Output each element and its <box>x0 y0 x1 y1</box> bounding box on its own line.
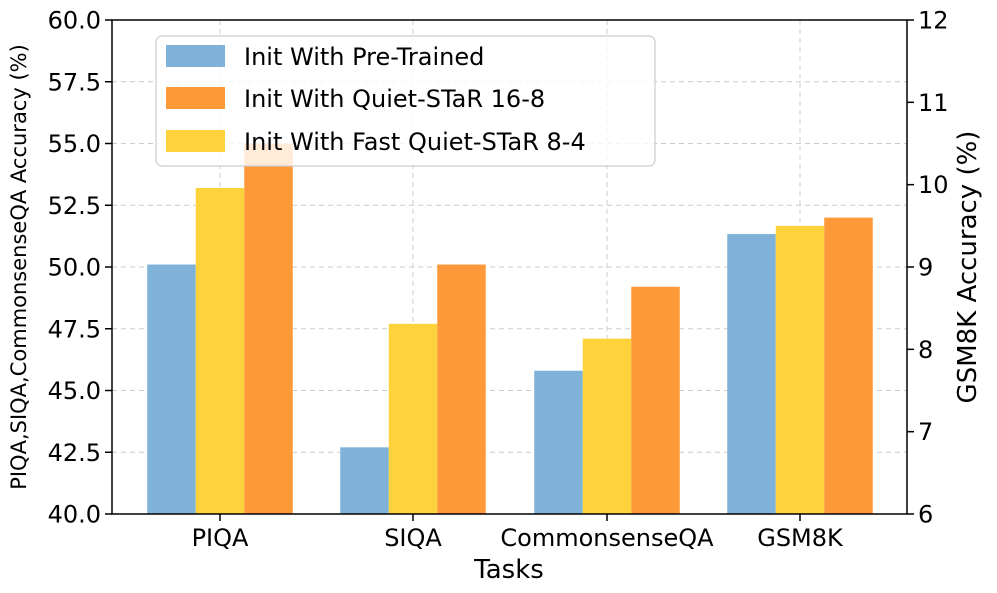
bar-init-with-quiet-star-16-8-gsm8k <box>824 217 873 514</box>
bar-init-with-pre-trained-commonsenseqa <box>534 370 583 514</box>
x-tick-label: PIQA <box>192 524 249 552</box>
bar-init-with-pre-trained-gsm8k <box>727 234 776 515</box>
bar-init-with-quiet-star-16-8-siqa <box>437 264 486 514</box>
y-left-tick-label: 42.5 <box>48 439 101 467</box>
y-left-tick-label: 60.0 <box>48 7 101 35</box>
bar-init-with-pre-trained-piqa <box>147 264 196 514</box>
y-left-tick-label: 47.5 <box>48 315 101 343</box>
y-left-tick-label: 40.0 <box>48 501 101 529</box>
y-right-tick-label: 8 <box>918 336 933 364</box>
x-axis-title: Tasks <box>473 555 544 585</box>
y-left-tick-label: 52.5 <box>48 192 101 220</box>
y-right-tick-label: 6 <box>918 501 933 529</box>
legend-swatch-fast-quiet-star-8-4 <box>166 130 225 152</box>
x-tick-label: GSM8K <box>757 524 844 552</box>
bar-init-with-fast-quiet-star-8-4-gsm8k <box>775 225 825 515</box>
y-right-tick-label: 12 <box>918 7 949 35</box>
bar-init-with-fast-quiet-star-8-4-commonsenseqa <box>582 338 632 514</box>
y-right-tick-label: 10 <box>918 171 949 199</box>
bar-init-with-quiet-star-16-8-piqa <box>244 143 293 514</box>
y-left-tick-label: 50.0 <box>48 254 101 282</box>
bars-layer <box>147 143 873 515</box>
y-left-tick-label: 57.5 <box>48 68 101 96</box>
bar-init-with-fast-quiet-star-8-4-piqa <box>195 187 245 514</box>
y-right-tick-label: 11 <box>918 89 949 117</box>
y-axis-left-title: PIQA,SIQA,CommonsenseQA Accuracy (%) <box>7 44 31 490</box>
bar-init-with-pre-trained-siqa <box>340 447 389 514</box>
ticks-layer: 40.0 42.5 45.0 47.5 50.0 52.5 55.0 57.5 60.0 6 7 8 9… <box>48 7 949 553</box>
legend-label-fast-quiet-star-8-4: Init With Fast Quiet-STaR 8-4 <box>244 128 586 156</box>
y-axis-right-title: GSM8K Accuracy (%) <box>953 131 983 404</box>
x-tick-label: CommonsenseQA <box>500 524 714 552</box>
y-right-tick-label: 9 <box>918 254 933 282</box>
y-left-tick-label: 45.0 <box>48 377 101 405</box>
y-right-tick-label: 7 <box>918 418 933 446</box>
legend-swatch-pre-trained <box>166 45 225 67</box>
legend-label-quiet-star-16-8: Init With Quiet-STaR 16-8 <box>244 85 545 113</box>
legend-swatch-quiet-star-16-8 <box>166 87 225 109</box>
x-tick-label: SIQA <box>384 524 442 552</box>
bar-init-with-fast-quiet-star-8-4-siqa <box>388 323 438 514</box>
legend-box <box>155 35 656 167</box>
legend: Init With Pre-Trained Init With Quiet-ST… <box>155 35 656 167</box>
legend-label-pre-trained: Init With Pre-Trained <box>244 43 484 71</box>
y-left-tick-label: 55.0 <box>48 130 101 158</box>
bar-init-with-quiet-star-16-8-commonsenseqa <box>631 286 680 514</box>
